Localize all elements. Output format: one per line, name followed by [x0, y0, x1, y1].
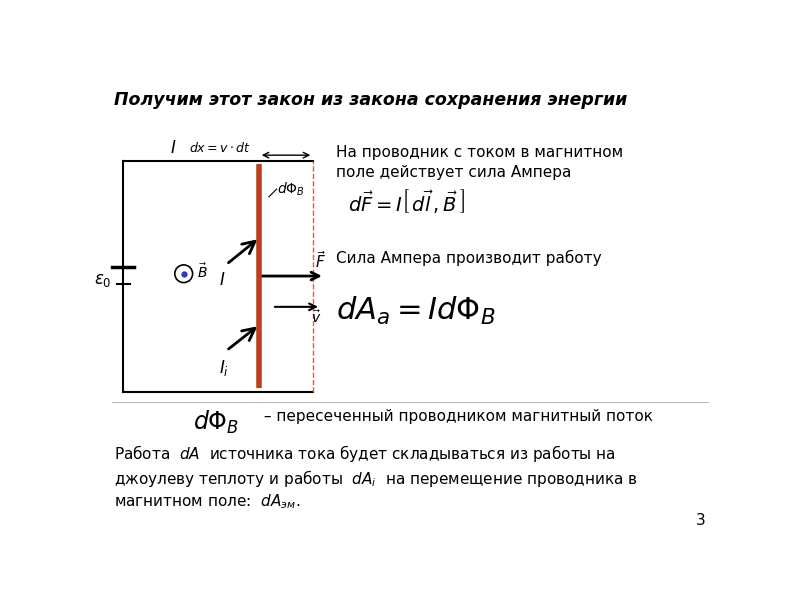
Text: джоулеву теплоту и работы  $dA_i$  на перемещение проводника в: джоулеву теплоту и работы $dA_i$ на пере… [114, 468, 638, 489]
Text: магнитном поле:  $dA_{\mathit{эм}}.$: магнитном поле: $dA_{\mathit{эм}}.$ [114, 493, 300, 511]
Text: Сила Ампера производит работу: Сила Ампера производит работу [336, 250, 602, 266]
Text: $dA_a = Id\Phi_B$: $dA_a = Id\Phi_B$ [336, 295, 496, 327]
Text: Получим этот закон из закона сохранения энергии: Получим этот закон из закона сохранения … [114, 91, 627, 109]
Text: $\vec{F}$: $\vec{F}$ [315, 250, 326, 271]
Text: – пересеченный проводником магнитный поток: – пересеченный проводником магнитный пот… [259, 409, 653, 424]
Text: $I$: $I$ [218, 271, 225, 289]
Text: $d\vec{F} = I\left[\,d\vec{l}\,,\vec{B}\,\right]$: $d\vec{F} = I\left[\,d\vec{l}\,,\vec{B}\… [348, 187, 465, 215]
Text: $I$: $I$ [170, 139, 177, 157]
Text: На проводник с током в магнитном
поле действует сила Ампера: На проводник с током в магнитном поле де… [336, 145, 623, 180]
Text: $\vec{B}$: $\vec{B}$ [197, 263, 207, 281]
Text: Работа  $dA$  источника тока будет складываться из работы на: Работа $dA$ источника тока будет складыв… [114, 443, 616, 464]
Text: $\vec{v}$: $\vec{v}$ [310, 309, 321, 326]
Text: $d\Phi_B$: $d\Phi_B$ [277, 181, 305, 198]
Circle shape [174, 265, 193, 283]
Text: 3: 3 [696, 513, 706, 528]
Text: $d\Phi_B$: $d\Phi_B$ [193, 409, 239, 436]
Text: $dx=v \cdot dt$: $dx=v \cdot dt$ [189, 141, 251, 155]
Text: $I_i$: $I_i$ [218, 358, 229, 379]
Text: $\varepsilon_0$: $\varepsilon_0$ [94, 271, 111, 289]
